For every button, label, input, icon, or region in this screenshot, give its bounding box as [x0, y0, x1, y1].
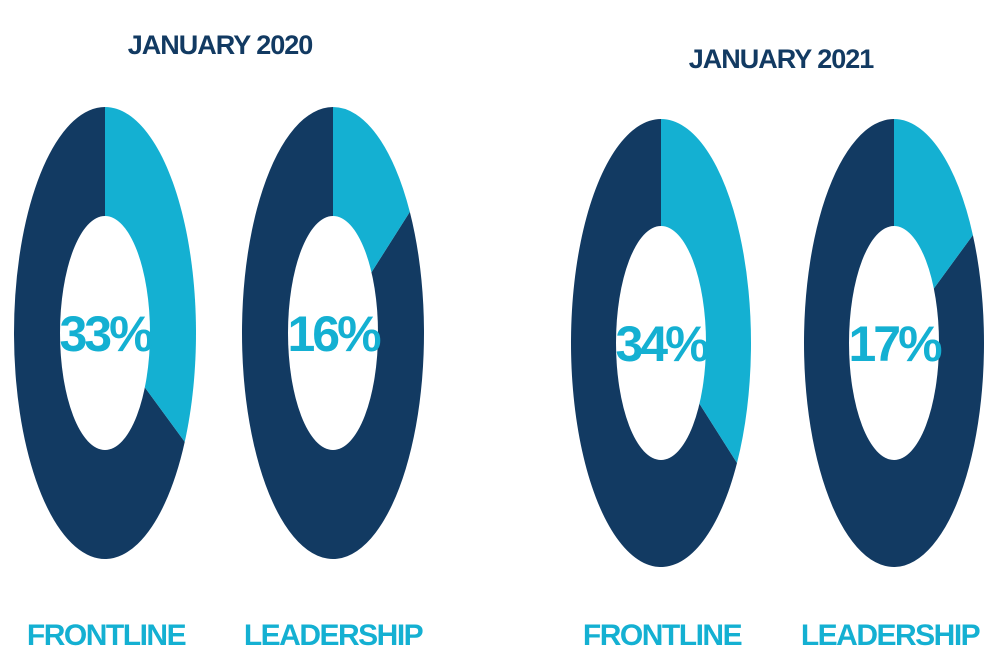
donut-2021-leadership-value-label: 17%: [848, 316, 942, 372]
donut-2020-frontline-hole: [60, 216, 150, 450]
donut-2020-leadership: 16%: [241, 107, 424, 559]
donut-2021-leadership: 17%: [804, 119, 985, 567]
donut-2021-frontline-hole: [616, 226, 706, 460]
donut-2020-frontline-value-label: 33%: [59, 306, 153, 362]
donut-2021-frontline-value-label: 34%: [615, 316, 709, 372]
category-label-2021-leadership: LEADERSHIP: [801, 619, 980, 652]
donut-2020-frontline: 33%: [13, 106, 196, 560]
donut-2020-leadership-value-label: 16%: [287, 306, 381, 362]
chart-title-2020: JANUARY 2020: [128, 30, 313, 60]
category-label-2020-frontline: FRONTLINE: [27, 619, 186, 652]
donut-2020-leadership-hole: [288, 216, 378, 450]
chart-title-2021: JANUARY 2021: [689, 44, 875, 74]
category-label-2021-frontline: FRONTLINE: [583, 619, 742, 652]
donut-2021-frontline: 34%: [571, 119, 752, 567]
donut-2021-leadership-hole: [849, 226, 939, 460]
category-label-2020-leadership: LEADERSHIP: [244, 619, 423, 652]
